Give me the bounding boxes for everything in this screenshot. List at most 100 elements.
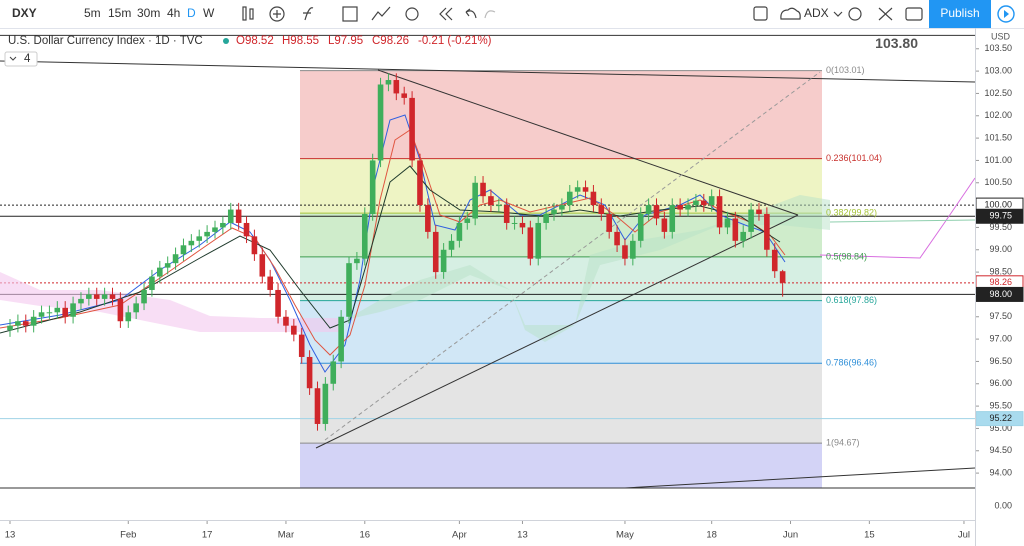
candle-body	[338, 316, 344, 362]
candle-body	[425, 205, 431, 232]
y-tick-label: 97.00	[989, 333, 1012, 343]
candle-body	[771, 249, 778, 272]
y-tick-label: 95.00	[989, 423, 1012, 433]
candle-body	[220, 222, 226, 228]
candle-body	[361, 214, 368, 259]
candle-body	[748, 209, 754, 232]
alert-icon[interactable]	[405, 7, 419, 21]
compare-icon[interactable]	[371, 6, 391, 21]
y-tick-label: 103.50	[984, 43, 1012, 53]
price-tag-label: 100.00	[984, 199, 1012, 209]
candle-body	[535, 222, 542, 259]
candle-body	[385, 80, 392, 85]
candle-body	[38, 312, 45, 317]
price-tag-label: 95.22	[989, 413, 1012, 423]
span-line	[829, 219, 975, 223]
candle-body	[212, 227, 218, 232]
fib-band	[300, 70, 822, 159]
legend-title: U.S. Dollar Currency Index · 1D · TVC	[8, 35, 203, 47]
candle-body	[543, 214, 549, 223]
candle-body	[653, 205, 660, 219]
candle-body	[606, 214, 612, 232]
candle-body	[480, 182, 486, 197]
candle-body	[409, 97, 415, 161]
candle-body	[764, 214, 770, 250]
candle-icon[interactable]	[242, 6, 247, 21]
interval[interactable]: W	[203, 6, 215, 20]
layout-icon[interactable]	[753, 6, 768, 21]
y-tick-label: 94.50	[989, 445, 1012, 455]
fx-icon[interactable]	[303, 7, 314, 21]
x-tick-label: 13	[5, 530, 16, 541]
indicator-add-icon[interactable]	[269, 6, 285, 22]
cloud	[0, 272, 340, 332]
fib-label: 1(94.67)	[826, 438, 860, 448]
undo-icon[interactable]	[465, 8, 477, 19]
x-tick-label: May	[616, 530, 634, 541]
y-tick-label: 102.50	[984, 88, 1012, 98]
candle-body	[377, 84, 384, 161]
legend-close: C98.26	[372, 35, 409, 47]
dropdown[interactable]	[833, 11, 843, 17]
x-tick-label: 16	[359, 530, 370, 541]
candle-body	[488, 196, 494, 206]
candle-body	[101, 294, 108, 299]
candle-body	[354, 258, 360, 264]
indicator-name[interactable]: ADX	[804, 6, 829, 20]
fullscreen-icon[interactable]	[878, 7, 893, 21]
settings-icon[interactable]	[848, 7, 862, 21]
currency: USD	[991, 31, 1011, 41]
symbol[interactable]: DXY	[12, 6, 37, 20]
x-tick-label: Mar	[278, 530, 294, 541]
y-tick-label: 0.00	[994, 500, 1012, 510]
x-tick-label: 18	[706, 530, 717, 541]
legend-low: L97.95	[328, 35, 363, 47]
trend-line	[0, 60, 975, 83]
x-tick-label: Feb	[120, 530, 136, 541]
candle-icon[interactable]	[249, 8, 254, 20]
candle-body	[15, 321, 21, 326]
candle-body	[322, 383, 329, 424]
interval[interactable]: 4h	[167, 6, 180, 20]
candle-body	[401, 93, 408, 98]
replay-icon[interactable]	[439, 7, 453, 21]
candle-body	[448, 240, 455, 250]
legend-high: H98.55	[282, 35, 319, 47]
candle-body	[503, 205, 510, 223]
snapshot-icon[interactable]	[905, 7, 923, 21]
interval[interactable]: D	[187, 6, 196, 20]
y-tick-label: 99.50	[989, 222, 1012, 232]
candle-body	[700, 200, 707, 206]
candle-body	[590, 191, 597, 206]
candle-body	[369, 160, 376, 215]
fib-label: 0.382(99.82)	[826, 208, 877, 218]
candle-body	[622, 245, 628, 259]
interval[interactable]: 15m	[108, 6, 131, 20]
candle-body	[677, 205, 683, 210]
fib-label: 0.236(101.04)	[826, 153, 882, 163]
toolbar	[0, 0, 1024, 28]
interval[interactable]: 5m	[84, 6, 101, 20]
candle-body	[54, 307, 61, 313]
candle-body	[227, 209, 234, 223]
cloud-icon[interactable]	[780, 7, 801, 20]
publish-button[interactable]	[929, 0, 991, 28]
span-line	[819, 177, 975, 259]
candle-body	[251, 236, 258, 255]
trend-line	[377, 69, 799, 216]
candle-body	[598, 205, 605, 215]
legend-open: O98.52	[236, 35, 274, 47]
x-tick-label: 15	[864, 530, 875, 541]
indicator-toggle[interactable]	[4, 51, 38, 67]
templates-icon[interactable]	[342, 6, 358, 22]
candle-body	[645, 205, 652, 215]
candle-body	[133, 303, 139, 313]
candle-body	[661, 218, 668, 232]
candle-body	[30, 316, 37, 326]
trend-line	[315, 214, 799, 449]
redo-icon[interactable]	[484, 10, 496, 19]
interval[interactable]: 30m	[137, 6, 160, 20]
candle-body	[685, 205, 691, 210]
candle-body	[551, 209, 557, 215]
